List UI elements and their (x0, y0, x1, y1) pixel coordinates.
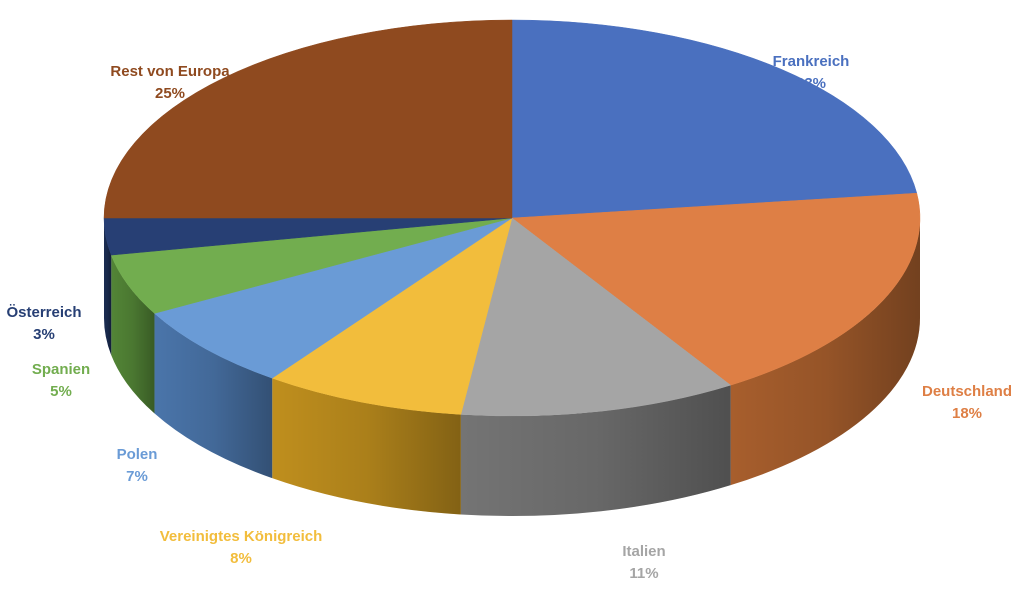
slice-value-label: 23% (796, 75, 826, 92)
slice-label: Spanien (32, 361, 90, 378)
slice-label: Frankreich (773, 53, 850, 70)
pie-slice-italien (460, 217, 732, 417)
slice-value-label: 3% (33, 326, 55, 343)
slice-label: Italien (622, 543, 665, 560)
slice-value-label: 8% (230, 550, 252, 567)
slice-value-label: 18% (952, 405, 982, 422)
pie-sides (104, 218, 920, 517)
pie-slice-frankreich (511, 19, 918, 219)
slice-value-label: 25% (155, 85, 185, 102)
pie-side-shade-1 (730, 218, 920, 486)
pie-side-shade-4 (154, 313, 273, 479)
pie-slice-rest-von-europa (103, 19, 513, 219)
pie-slices (103, 19, 921, 417)
pie-side-shade-3 (272, 378, 461, 515)
slice-value-label: 11% (629, 565, 658, 582)
pie-slice-vereinigtes-k-nigreich (271, 217, 513, 415)
slice-label: Deutschland (922, 383, 1012, 400)
slice-value-label: 5% (50, 383, 72, 400)
slice-label: Polen (117, 446, 158, 463)
pie-slice-deutschland (511, 192, 921, 386)
pie-labels: Frankreich 23% Deutschland 18% Italien 11% Ver… (6, 53, 1012, 582)
pie-slice-polen (153, 217, 513, 379)
pie-side-shade-2 (460, 385, 731, 517)
slice-label: Vereinigtes Königreich (160, 528, 323, 545)
slice-label: Rest von Europa (110, 63, 230, 80)
slice-label: Österreich (6, 304, 81, 321)
slice-value-label: 7% (126, 468, 148, 485)
pie-side-shade-5 (111, 255, 155, 414)
pie-side-shade-6 (104, 218, 112, 356)
